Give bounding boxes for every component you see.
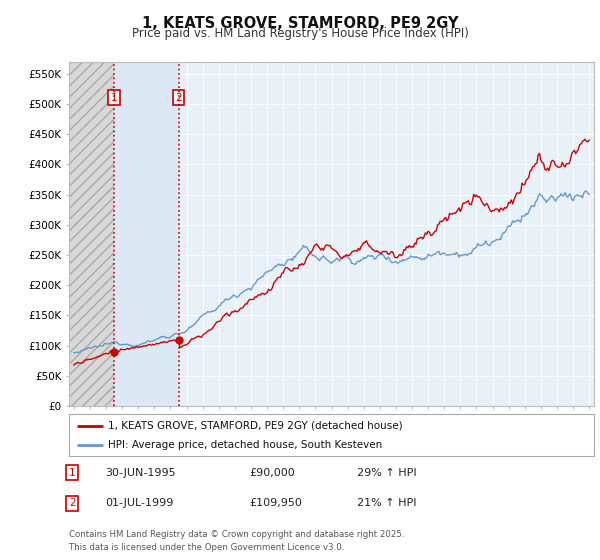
Bar <box>114 62 179 406</box>
Bar <box>66 62 114 406</box>
Text: HPI: Average price, detached house, South Kesteven: HPI: Average price, detached house, Sout… <box>109 440 383 450</box>
Text: Price paid vs. HM Land Registry's House Price Index (HPI): Price paid vs. HM Land Registry's House … <box>131 27 469 40</box>
Text: 1, KEATS GROVE, STAMFORD, PE9 2GY: 1, KEATS GROVE, STAMFORD, PE9 2GY <box>142 16 458 31</box>
Text: 2: 2 <box>175 93 182 103</box>
Text: Contains HM Land Registry data © Crown copyright and database right 2025.
This d: Contains HM Land Registry data © Crown c… <box>69 530 404 552</box>
Text: 01-JUL-1999: 01-JUL-1999 <box>105 498 173 508</box>
Text: 1: 1 <box>111 93 118 103</box>
Text: 1, KEATS GROVE, STAMFORD, PE9 2GY (detached house): 1, KEATS GROVE, STAMFORD, PE9 2GY (detac… <box>109 421 403 431</box>
Text: 30-JUN-1995: 30-JUN-1995 <box>105 468 176 478</box>
Text: 29% ↑ HPI: 29% ↑ HPI <box>357 468 416 478</box>
Text: £109,950: £109,950 <box>249 498 302 508</box>
Text: 2: 2 <box>69 498 76 508</box>
Text: 1: 1 <box>69 468 76 478</box>
Text: £90,000: £90,000 <box>249 468 295 478</box>
Text: 21% ↑ HPI: 21% ↑ HPI <box>357 498 416 508</box>
